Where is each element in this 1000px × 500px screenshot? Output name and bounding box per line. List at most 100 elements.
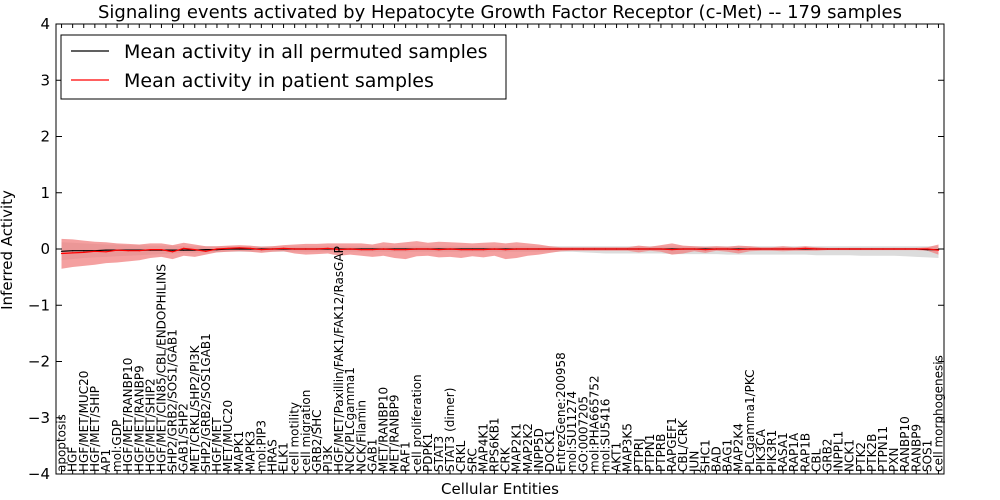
category-label: MAP4K1 — [476, 423, 490, 472]
patient-mean-line-point — [294, 248, 296, 250]
category-label: RPS6KB1 — [487, 417, 501, 472]
patient-mean-line-point — [693, 248, 695, 250]
category-label: HGF/MET/CIN85/CBL/ENDOPHILINS — [154, 264, 168, 472]
category-label: STAT3 (dimer) — [443, 388, 457, 472]
patient-mean-line-point — [216, 248, 218, 250]
category-label: PDPK1 — [421, 433, 435, 472]
category-label: RAP1A — [787, 432, 801, 472]
x-axis-label: Cellular Entities — [441, 480, 559, 498]
patient-mean-line-point — [438, 249, 440, 251]
category-label: HGF/MET/Paxillin/FAK1/FAK12/RasGAP — [332, 246, 346, 472]
category-label: HGF/MET — [210, 417, 224, 472]
category-label: ELK1 — [277, 442, 291, 472]
patient-mean-line-point — [60, 252, 63, 255]
category-label: RASA1 — [776, 432, 790, 472]
patient-mean-line-point — [382, 248, 384, 250]
category-label: MET/RANBP10 — [376, 387, 390, 472]
patient-mean-line-point — [72, 252, 74, 254]
category-label: HGF/MET/RANBP10 — [121, 358, 135, 472]
category-label: PTPN1 — [643, 434, 657, 472]
patient-mean-line-point — [571, 248, 573, 250]
category-label: BAD — [710, 446, 724, 472]
patient-mean-line-point — [516, 248, 518, 250]
patient-mean-line-point — [538, 248, 540, 250]
patient-mean-line-point — [371, 249, 373, 251]
category-label: MET/CRKL/SHP2/PI3K — [188, 344, 202, 472]
permuted-mean-line-point — [105, 249, 107, 251]
patient-mean-line-point — [83, 251, 85, 253]
category-label: RANBP10 — [898, 416, 912, 472]
category-label: HGF/MET/RANBP9 — [132, 365, 146, 472]
category-label: AKT1 — [610, 442, 624, 472]
category-label: mol:GDP — [110, 420, 124, 472]
category-label: SHP2/GRB2/SOS1GAB1 — [199, 333, 213, 472]
category-label: PTPN11 — [876, 426, 890, 472]
permuted-mean-line-point — [60, 250, 63, 252]
patient-mean-line-point — [471, 249, 473, 251]
category-label: GRB2/SHC — [310, 409, 324, 472]
category-label: mol:PHA665752 — [587, 375, 601, 472]
patient-mean-line-point — [149, 249, 151, 251]
patient-mean-line-point — [826, 248, 829, 250]
patient-mean-line-point — [316, 248, 318, 250]
category-label: CBL — [809, 448, 823, 472]
patient-mean-line-point — [882, 248, 884, 250]
category-label: PIK3CA — [754, 428, 768, 472]
patient-mean-line-point — [394, 249, 396, 251]
category-label: MAP2K1 — [510, 423, 524, 472]
category-label: apoptosis — [55, 414, 69, 472]
category-label: DOCK1 — [543, 429, 557, 472]
patient-mean-line-point — [493, 248, 495, 250]
category-label: cell migration — [299, 390, 313, 472]
permuted-mean-line-point — [172, 249, 174, 251]
category-label: MAP2K4 — [732, 423, 746, 472]
patient-mean-line-point — [871, 248, 873, 250]
permuted-mean-line-point — [83, 250, 85, 252]
patient-mean-line-point — [793, 248, 795, 250]
category-label: SHP2/GRB2/SOS1/GAB1 — [166, 329, 180, 472]
patient-mean-line-point — [671, 249, 673, 251]
y-axis-label: Inferred Activity — [0, 190, 16, 310]
y-tick-label: 0 — [40, 240, 50, 258]
permuted-mean-line-point — [238, 248, 240, 250]
patient-mean-line-point — [527, 248, 529, 250]
patient-mean-line-point — [360, 249, 362, 251]
patient-mean-line-point — [482, 249, 484, 251]
patient-mean-line-point — [837, 248, 840, 250]
category-label: RAPGEF1 — [665, 417, 679, 472]
category-label: NCK1 — [843, 439, 857, 472]
patient-mean-line-point — [893, 248, 895, 250]
patient-mean-line-point — [127, 250, 129, 252]
category-label: HRAS — [265, 439, 279, 472]
category-label: EntrezGene:200958 — [554, 352, 568, 472]
category-label: PI3K — [321, 445, 335, 472]
chart-title: Signaling events activated by Hepatocyte… — [98, 2, 902, 23]
patient-mean-line-point — [560, 248, 562, 250]
patient-mean-line-point — [160, 249, 162, 251]
y-tick-label: −1 — [28, 296, 50, 314]
patient-mean-line-point — [549, 248, 551, 250]
y-tick-label: 2 — [40, 128, 50, 146]
patient-mean-line-point — [283, 247, 285, 249]
patient-range-band — [61, 238, 939, 269]
patient-mean-line-point — [771, 248, 773, 250]
patient-mean-line-point — [305, 248, 307, 250]
category-label: cell motility — [288, 402, 302, 472]
patient-mean-line-point — [271, 248, 273, 250]
patient-mean-line-point — [715, 248, 718, 250]
patient-mean-line-point — [338, 249, 340, 251]
patient-mean-line-point — [849, 248, 851, 250]
permuted-mean-line-point — [205, 249, 207, 251]
patient-mean-line-point — [638, 248, 640, 250]
patient-mean-line-point — [249, 247, 251, 249]
category-label: CRKL — [454, 440, 468, 472]
patient-mean-line-point — [682, 248, 684, 250]
category-label: BAG1 — [721, 439, 735, 472]
category-label: mol:PIP3 — [254, 420, 268, 472]
y-tick-label: 4 — [40, 15, 50, 33]
category-label: MAP3K5 — [621, 423, 635, 472]
patient-mean-line — [61, 247, 939, 255]
patient-mean-line-point — [937, 249, 940, 251]
patient-mean-line-point — [649, 248, 651, 250]
